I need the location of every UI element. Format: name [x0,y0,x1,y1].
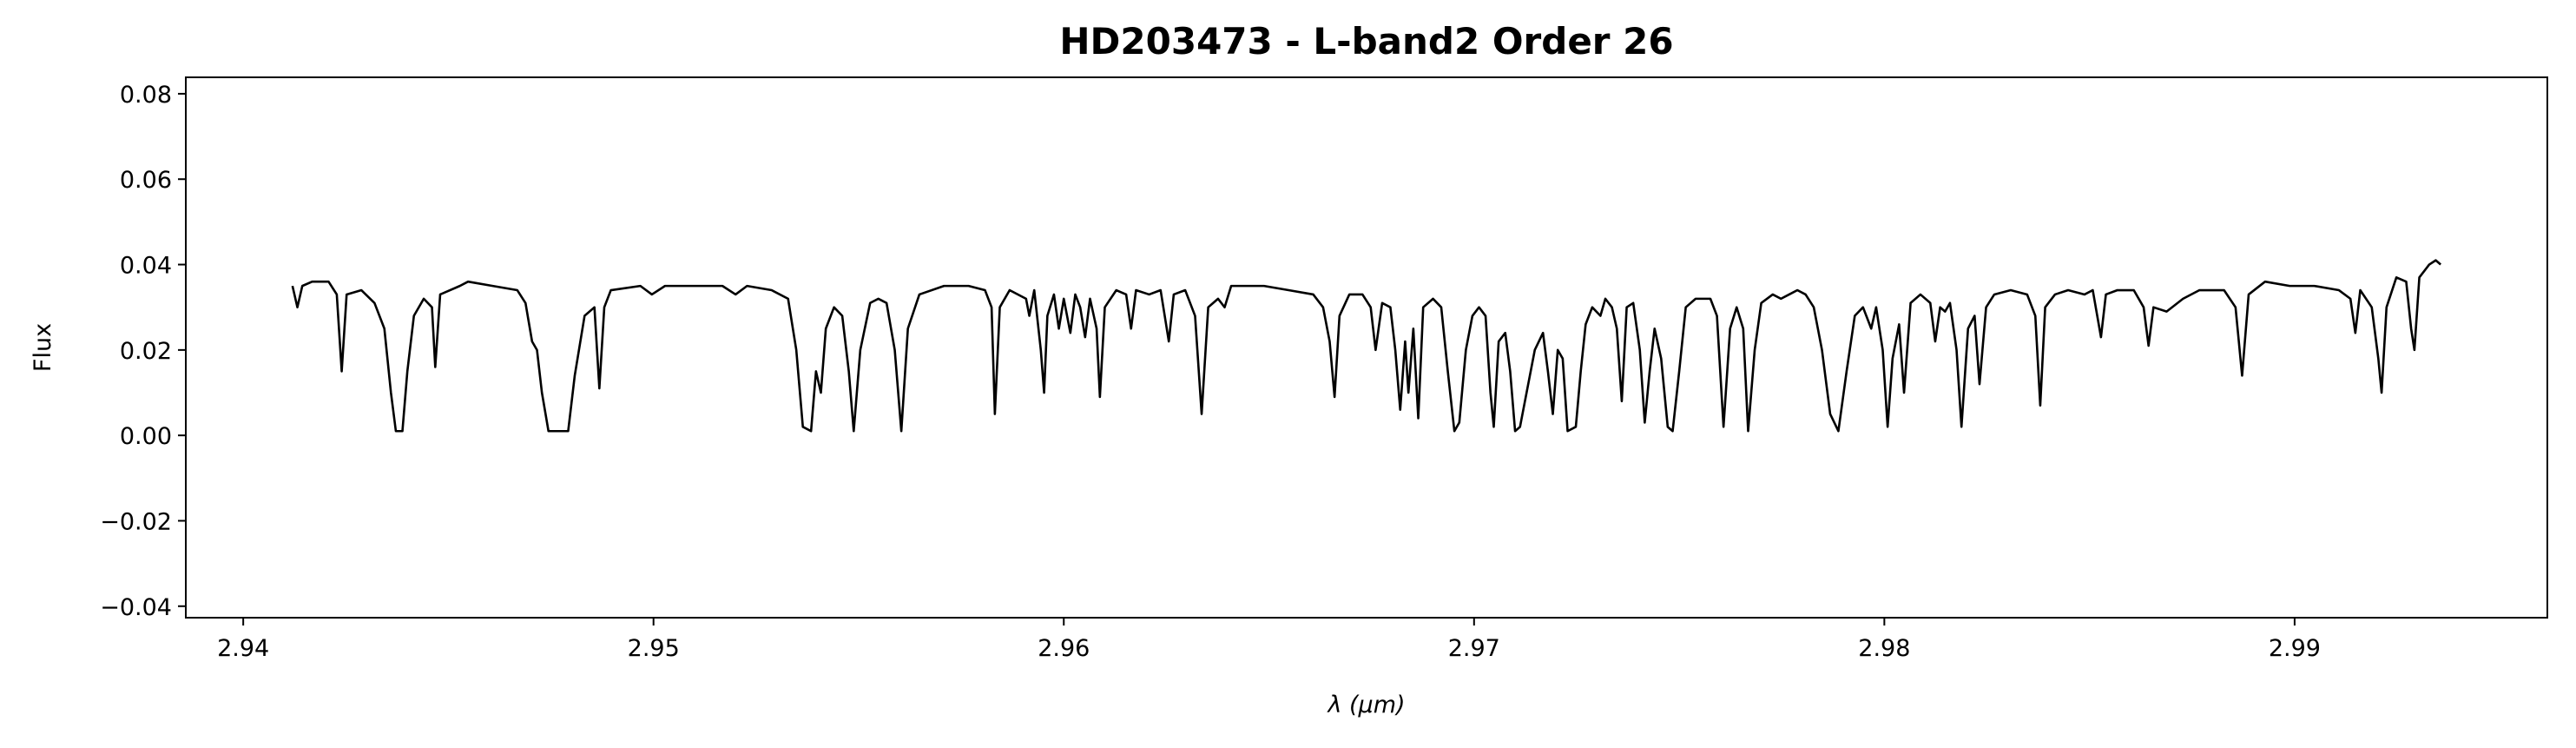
y-tick-label: 0.08 [120,82,172,109]
y-tick-label: 0.02 [120,338,172,365]
chart-title: HD203473 - L-band2 Order 26 [1059,20,1673,63]
x-tick-label: 2.96 [1038,635,1090,662]
y-tick-label: −0.02 [100,508,172,535]
x-tick-label: 2.97 [1448,635,1500,662]
x-tick-label: 2.99 [2269,635,2321,662]
x-axis-label: λ (μm) [1326,692,1405,718]
y-tick-label: −0.04 [100,594,172,621]
x-tick-label: 2.94 [217,635,269,662]
y-tick-label: 0.06 [120,167,172,194]
y-tick-label: 0.00 [120,423,172,450]
y-tick-label: 0.04 [120,253,172,280]
x-tick-label: 2.95 [628,635,680,662]
plot-frame [185,76,2548,619]
spectrum-line [291,259,2441,433]
y-axis-label: Flux [30,323,56,372]
x-tick-label: 2.98 [1858,635,1910,662]
